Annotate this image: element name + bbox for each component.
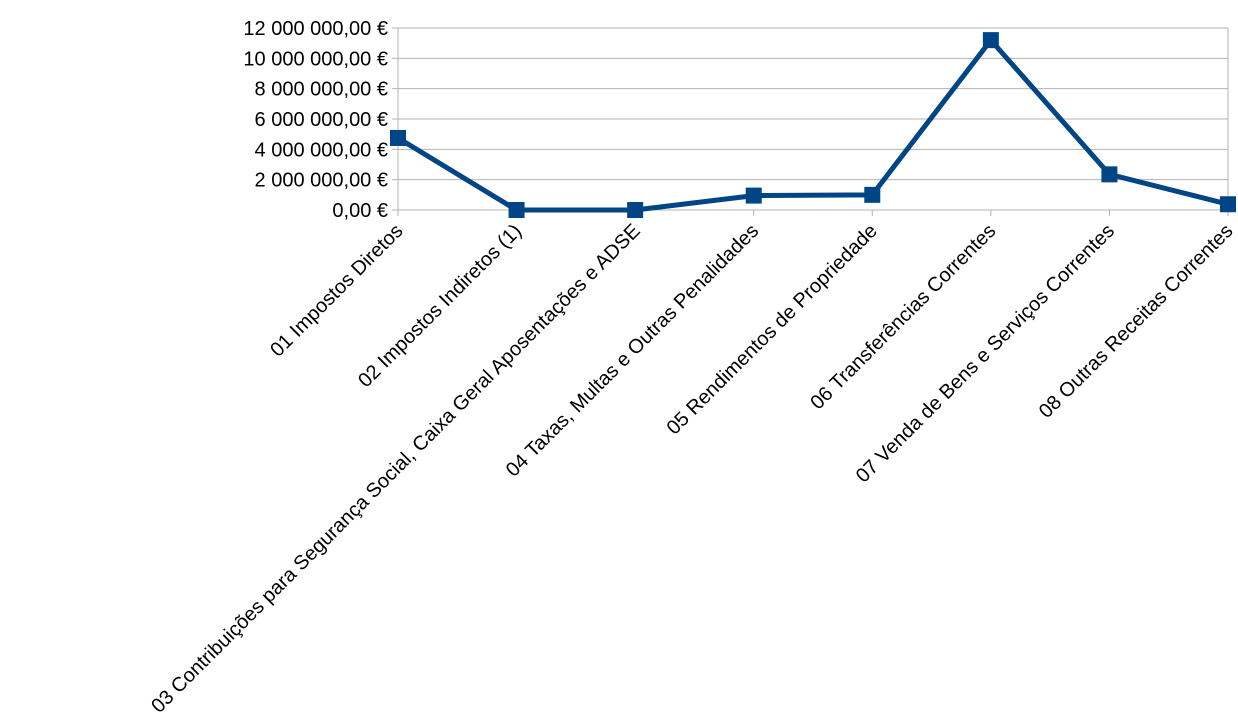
x-tick-label: 01 Impostos Diretos <box>266 220 407 361</box>
data-point-marker <box>627 202 644 218</box>
data-point-marker <box>1101 166 1118 183</box>
gridlines <box>398 27 1229 211</box>
y-tick-label: 8 000 000,00 € <box>255 79 388 101</box>
series-line <box>395 37 1231 213</box>
x-tick-label: 07 Venda de Bens e Serviços Correntes <box>852 220 1119 487</box>
x-tick-label: 06 Transferências Correntes <box>806 220 1000 414</box>
axes <box>392 27 1229 216</box>
y-tick-label: 6 000 000,00 € <box>255 109 388 131</box>
data-point-marker <box>864 186 881 203</box>
x-tick-label: 03 Contribuições para Segurança Social, … <box>147 220 644 717</box>
y-tick-label: 10 000 000,00 € <box>243 48 388 70</box>
data-point-marker <box>508 202 525 218</box>
x-tick-label: 08 Outras Receitas Correntes <box>1035 220 1238 423</box>
y-tick-label: 4 000 000,00 € <box>255 139 388 161</box>
y-tick-label: 2 000 000,00 € <box>255 170 388 192</box>
series-line-group <box>390 32 1236 218</box>
y-axis-tick-labels: 0,00 € 2 000 000,00 € 4 000 000,00 € 6 000 … <box>243 18 388 222</box>
x-tick-label: 05 Rendimentos de Propriedade <box>663 220 882 439</box>
data-point-marker <box>1220 196 1236 213</box>
y-tick-label: 0,00 € <box>332 200 388 222</box>
data-point-marker <box>745 187 762 204</box>
data-point-marker <box>982 32 999 49</box>
data-point-marker <box>390 129 406 146</box>
x-tick-label: 04 Taxas, Multas e Outras Penalidades <box>502 220 763 481</box>
y-tick-label: 12 000 000,00 € <box>243 18 388 40</box>
